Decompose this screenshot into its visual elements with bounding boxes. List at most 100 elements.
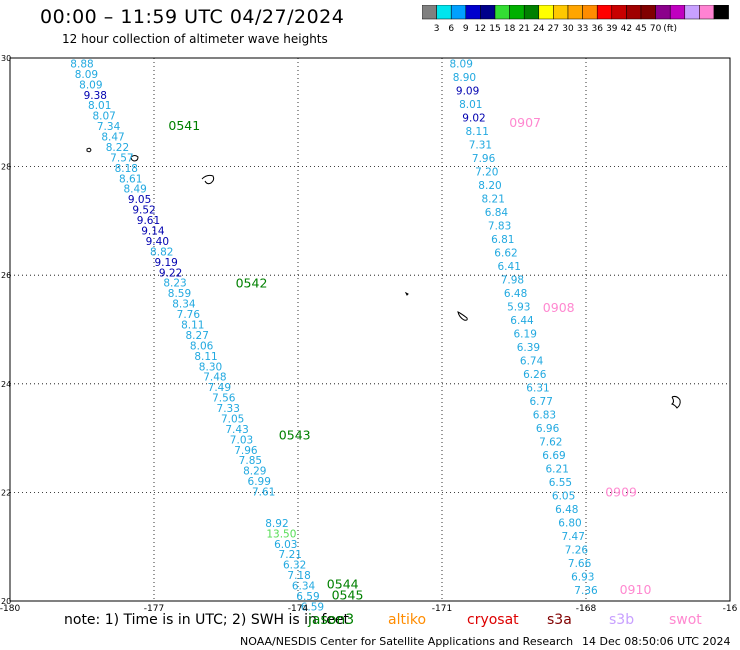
track-value-label: 6.34: [292, 581, 316, 593]
colorbar-label: 42: [621, 24, 632, 34]
track-value-label: 7.57: [110, 152, 133, 164]
track-value-label: 7.83: [488, 220, 511, 232]
track-value-label: 7.61: [252, 487, 275, 499]
track-value-label: 8.82: [150, 246, 173, 258]
track-value-label: 6.03: [274, 539, 297, 551]
track-value-label: 7.05: [221, 413, 244, 425]
x-tick-label: -171: [432, 604, 452, 612]
track-value-label: 6.48: [555, 504, 578, 516]
track-value-label: 6.59: [296, 591, 319, 603]
track-value-label: 6.32: [283, 560, 306, 572]
track-value-label: 7.85: [239, 455, 262, 467]
pass-time-label: 0907: [509, 115, 541, 130]
colorbar-label: 36: [591, 24, 603, 34]
track-value-label: 6.05: [552, 491, 575, 503]
track-value-label: 8.07: [92, 111, 115, 123]
track-value-label: 6.55: [549, 477, 572, 489]
track-value-label: 6.96: [536, 423, 560, 435]
track-value-label: 6.31: [526, 383, 549, 395]
track-value-label: 6.26: [523, 369, 547, 381]
pass-time-label: 0542: [236, 275, 268, 290]
pass-time-label: 0541: [168, 118, 200, 133]
satellite-legend-cryosat: cryosat: [467, 612, 519, 628]
track-value-label: 8.27: [186, 330, 209, 342]
colorbar-label: 18: [504, 24, 516, 34]
x-tick-label: -180: [0, 604, 20, 612]
island-outline: [130, 155, 139, 162]
track-value-label: 8.47: [101, 132, 124, 144]
track-value-label: 13.50: [266, 528, 296, 540]
track-value-label: 6.44: [510, 315, 534, 327]
track-value-label: 8.09: [450, 58, 473, 70]
track-value-label: 8.23: [163, 278, 186, 290]
chart-title: 00:00 – 11:59 UTC 04/27/2024: [40, 6, 345, 28]
color-scale-legend: 3 6 9 12 15 18 21 24 27 30 33 36 39 42 45 70 (ft): [422, 5, 729, 34]
track-value-label: 5.93: [507, 302, 530, 314]
track-value-label: 8.21: [482, 193, 505, 205]
track-value-label: 9.38: [84, 90, 107, 102]
colorbar-label: (ft): [663, 24, 677, 34]
track-value-label: 6.99: [248, 476, 271, 488]
satellite-legend: jason3 altiko cryosat s3a s3b swot: [0, 612, 740, 632]
satellite-legend-jason3: jason3: [308, 612, 355, 628]
track-value-label: 9.19: [154, 257, 177, 269]
track-value-label: 9.14: [141, 226, 165, 238]
island-outline: [457, 311, 468, 321]
track-value-label: 8.09: [79, 79, 102, 91]
credit-line: NOAA/NESDIS Center for Satellite Applica…: [240, 635, 574, 648]
track-value-label: 9.52: [132, 205, 155, 217]
island-outline: [86, 147, 92, 153]
track-value-label: 8.18: [115, 163, 138, 175]
track-value-label: 7.20: [475, 166, 498, 178]
track-value-label: 6.80: [558, 518, 581, 530]
colorbar-label: 6: [448, 24, 454, 34]
pass-time-label: 0908: [543, 300, 575, 315]
track-value-label: 8.01: [459, 99, 482, 111]
track-value-label: 6.59: [301, 601, 324, 612]
track-value-label: 7.34: [97, 121, 121, 133]
track-value-label: 6.62: [494, 248, 517, 260]
track-value-label: 6.69: [542, 450, 565, 462]
colorbar-swatch: [713, 5, 729, 20]
track-value-label: 7.98: [501, 275, 524, 287]
y-tick-label: 20: [1, 597, 11, 606]
satellite-legend-swot: swot: [669, 612, 702, 628]
track-value-label: 6.84: [485, 207, 509, 219]
grid-layer: [9, 57, 731, 602]
colorbar-label: 24: [533, 24, 545, 34]
track-value-label: 9.02: [462, 112, 485, 124]
colorbar-label: 30: [562, 24, 574, 34]
x-tick-label: -174: [288, 604, 309, 612]
y-tick-label: 26: [1, 271, 11, 280]
island-outline: [404, 291, 409, 296]
colorbar-label: 9: [463, 24, 469, 34]
colorbar-label: 21: [518, 24, 529, 34]
track-value-label: 8.90: [453, 72, 476, 84]
colorbar-label: 15: [489, 24, 500, 34]
colorbar-label: 3: [434, 24, 440, 34]
track-value-label: 7.49: [208, 382, 231, 394]
track-value-label: 6.48: [504, 288, 527, 300]
track-value-label: 6.81: [491, 234, 514, 246]
track-value-label: 8.49: [123, 184, 146, 196]
x-tick-label: -177: [144, 604, 164, 612]
track-value-label: 8.11: [181, 319, 204, 331]
y-tick-label: 30: [1, 54, 11, 63]
track-value-label: 8.06: [190, 340, 214, 352]
track-value-label: 7.66: [568, 558, 592, 570]
track-value-label: 7.26: [565, 545, 589, 557]
island-outlines: [86, 147, 681, 409]
plot-frame: [9, 57, 731, 602]
track-value-label: 7.48: [203, 372, 226, 384]
data-layer: 8.888.098.099.388.018.077.348.478.227.57…: [70, 58, 651, 612]
y-tick-label: 28: [1, 163, 11, 172]
island-outline: [670, 395, 681, 409]
track-value-label: 7.31: [469, 139, 492, 151]
chart-subtitle: 12 hour collection of altimeter wave hei…: [62, 32, 328, 46]
track-value-label: 8.34: [172, 299, 196, 311]
track-value-label: 6.83: [533, 410, 556, 422]
track-value-label: 8.92: [265, 518, 288, 530]
track-value-label: 6.21: [546, 464, 569, 476]
satellite-legend-altiko: altiko: [388, 612, 427, 628]
track-value-label: 6.19: [514, 329, 537, 341]
